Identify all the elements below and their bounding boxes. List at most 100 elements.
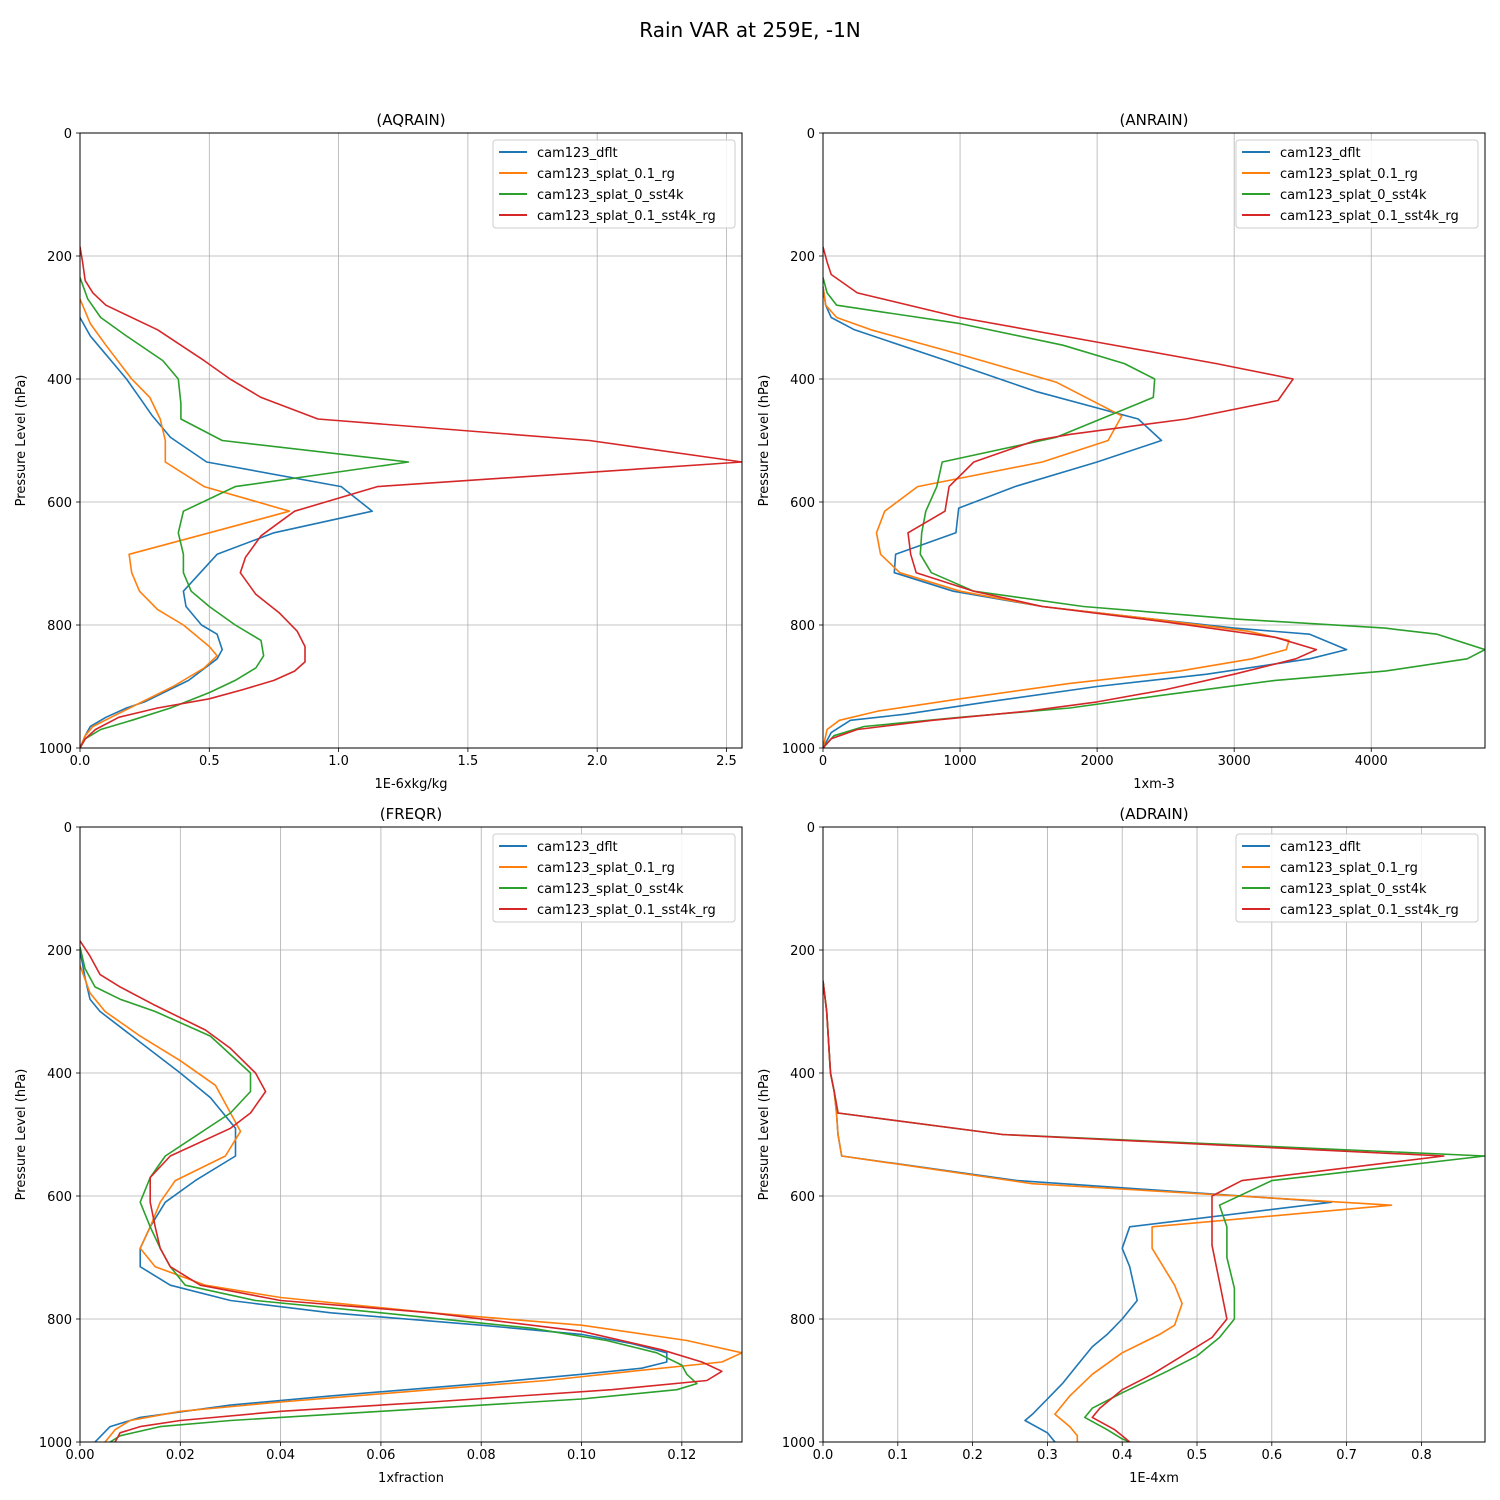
anrain-legend-label-3: cam123_splat_0.1_sst4k_rg [1280,209,1459,224]
adrain-title: (ADRAIN) [1119,805,1188,823]
adrain-ylabel: Pressure Level (hPa) [757,1069,772,1201]
aqrain-xtick-label: 0.0 [70,754,91,769]
aqrain-ytick-label: 0 [64,127,72,142]
freqr-xtick-label: 0.08 [467,1448,496,1463]
anrain-xtick-label: 3000 [1218,754,1251,769]
adrain-legend-label-0: cam123_dflt [1280,840,1361,855]
adrain-legend-box [1235,833,1479,923]
freqr-ytick-label: 0 [64,821,72,836]
anrain-xtick-label: 2000 [1081,754,1114,769]
aqrain-ytick-label: 800 [47,619,72,634]
adrain-legend: cam123_dflt cam123_splat_0.1_rg cam123_spl… [1235,833,1479,923]
freqr-legend-label-1: cam123_splat_0.1_rg [537,861,675,876]
freqr-xtick-label: 0.06 [366,1448,395,1463]
anrain-series-group [823,246,1485,748]
panel-freqr: 0.00 0.02 0.04 0.06 0.08 0.10 0.12 0 200 400 600 80… [14,805,743,1486]
freqr-ylabel: Pressure Level (hPa) [14,1069,29,1201]
freqr-legend-label-0: cam123_dflt [537,840,618,855]
figure-title: Rain VAR at 259E, -1N [639,18,861,42]
freqr-ytick-label: 800 [47,1313,72,1328]
freqr-ytick-label: 1000 [39,1436,72,1451]
freqr-series-line-2 [80,946,698,1442]
aqrain-legend-label-1: cam123_splat_0.1_rg [537,167,675,182]
aqrain-ytick-label: 600 [47,496,72,511]
anrain-series-line-1 [823,286,1290,748]
panel-anrain: 0 1000 2000 3000 4000 0 200 400 600 800 1000 (ANRAI… [757,111,1486,792]
aqrain-legend: cam123_dflt cam123_splat_0.1_rg cam123_spl… [492,139,736,229]
anrain-ytick-label: 1000 [782,742,815,757]
freqr-legend: cam123_dflt cam123_splat_0.1_rg cam123_spl… [492,833,736,923]
aqrain-axes-frame [79,132,743,749]
adrain-series-group [823,980,1485,1442]
anrain-ytick-label: 800 [790,619,815,634]
anrain-series-line-0 [823,286,1348,748]
adrain-legend-label-1: cam123_splat_0.1_rg [1280,861,1418,876]
freqr-legend-box [492,833,736,923]
anrain-series-line-3 [823,246,1318,748]
anrain-ytick-label: 600 [790,496,815,511]
adrain-xtick-label: 0.8 [1411,1448,1432,1463]
freqr-series-line-3 [80,940,723,1442]
anrain-axes-frame [822,132,1486,749]
anrain-xlabel: 1xm-3 [1133,777,1175,792]
aqrain-series-group [80,246,742,748]
aqrain-xtick-label: 1.5 [458,754,479,769]
aqrain-series-line-1 [80,298,291,748]
panel-adrain: 0.0 0.1 0.2 0.3 0.4 0.5 0.6 0.7 0.8 0 200 400 600 800… [757,805,1486,1486]
adrain-legend-label-3: cam123_splat_0.1_sst4k_rg [1280,903,1459,918]
aqrain-ytick-label: 200 [47,250,72,265]
adrain-xtick-label: 0.3 [1037,1448,1058,1463]
freqr-xlabel: 1xfraction [378,1471,444,1486]
anrain-title: (ANRAIN) [1120,111,1189,129]
freqr-ytick-label: 200 [47,944,72,959]
aqrain-ytick-label: 1000 [39,742,72,757]
aqrain-title: (AQRAIN) [376,111,445,129]
aqrain-series-line-3 [80,246,742,748]
aqrain-xtick-label: 2.5 [716,754,737,769]
adrain-xtick-label: 0.4 [1112,1448,1133,1463]
aqrain-legend-box [492,139,736,229]
adrain-axes-frame [822,826,1486,1443]
anrain-ytick-label: 200 [790,250,815,265]
aqrain-ytick-label: 400 [47,373,72,388]
adrain-xtick-label: 0.7 [1336,1448,1357,1463]
aqrain-series-line-0 [80,317,374,748]
adrain-ytick-label: 400 [790,1067,815,1082]
adrain-xtick-label: 0.5 [1187,1448,1208,1463]
aqrain-legend-label-2: cam123_splat_0_sst4k [537,188,684,203]
aqrain-legend-label-3: cam123_splat_0.1_sst4k_rg [537,209,716,224]
freqr-xtick-label: 0.04 [266,1448,295,1463]
freqr-legend-label-3: cam123_splat_0.1_sst4k_rg [537,903,716,918]
freqr-axes-frame [79,826,743,1443]
aqrain-legend-label-0: cam123_dflt [537,146,618,161]
aqrain-xtick-label: 1.0 [328,754,349,769]
adrain-xtick-label: 0.2 [962,1448,983,1463]
adrain-xtick-label: 0.0 [813,1448,834,1463]
adrain-xtick-label: 0.1 [887,1448,908,1463]
freqr-legend-label-2: cam123_splat_0_sst4k [537,882,684,897]
adrain-series-line-3 [823,980,1445,1442]
freqr-series-line-0 [80,949,668,1442]
adrain-ytick-label: 800 [790,1313,815,1328]
aqrain-xlabel: 1E-6xkg/kg [374,777,447,792]
anrain-ytick-label: 400 [790,373,815,388]
anrain-legend-label-1: cam123_splat_0.1_rg [1280,167,1418,182]
anrain-ytick-label: 0 [807,127,815,142]
anrain-ylabel: Pressure Level (hPa) [757,375,772,507]
adrain-ytick-label: 0 [807,821,815,836]
aqrain-xtick-label: 0.5 [199,754,220,769]
adrain-xtick-label: 0.6 [1261,1448,1282,1463]
adrain-ytick-label: 1000 [782,1436,815,1451]
anrain-legend-box [1235,139,1479,229]
freqr-xtick-label: 0.00 [66,1448,95,1463]
anrain-xtick-label: 1000 [944,754,977,769]
freqr-ytick-label: 400 [47,1067,72,1082]
freqr-xtick-label: 0.02 [166,1448,195,1463]
adrain-xlabel: 1E-4xm [1129,1471,1179,1486]
aqrain-ylabel: Pressure Level (hPa) [14,375,29,507]
freqr-ytick-label: 600 [47,1190,72,1205]
anrain-legend: cam123_dflt cam123_splat_0.1_rg cam123_spl… [1235,139,1479,229]
freqr-xtick-label: 0.10 [567,1448,596,1463]
